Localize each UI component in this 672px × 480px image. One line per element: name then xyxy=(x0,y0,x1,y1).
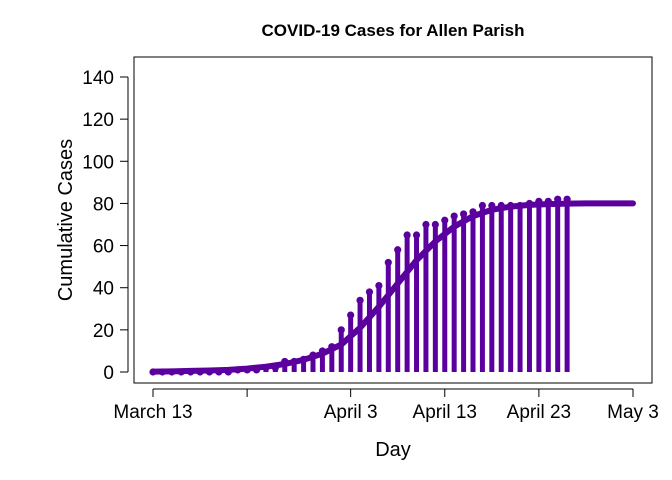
data-point xyxy=(431,220,439,229)
x-tick-label: April 3 xyxy=(324,402,378,423)
y-axis: 0 20 40 60 80 100 120 140 xyxy=(82,68,129,384)
chart-title: COVID-19 Cases for Allen Parish xyxy=(262,21,525,40)
data-point xyxy=(478,201,487,210)
fitted-curve xyxy=(150,200,636,375)
y-tick-label: 140 xyxy=(82,68,114,89)
x-axis: March 13 April 3 April 13 April 23 May 3 xyxy=(113,388,659,423)
y-tick-label: 40 xyxy=(93,279,114,300)
data-point xyxy=(459,210,468,218)
x-tick-label: May 3 xyxy=(607,402,659,423)
data-point xyxy=(394,246,402,254)
data-point xyxy=(337,326,345,334)
x-tick-label: April 13 xyxy=(413,402,477,423)
x-tick-label: March 13 xyxy=(113,402,192,423)
data-point xyxy=(403,231,411,239)
data-point xyxy=(356,296,364,304)
y-axis-label: Cumulative Cases xyxy=(55,139,77,301)
data-point xyxy=(347,311,355,319)
x-tick-label: April 23 xyxy=(507,402,571,423)
data-point xyxy=(441,216,449,224)
data-point xyxy=(365,288,374,296)
bar-lines xyxy=(235,199,570,372)
y-tick-label: 80 xyxy=(93,194,114,215)
y-tick-label: 0 xyxy=(103,363,114,384)
data-point xyxy=(375,282,383,290)
plot-frame xyxy=(133,56,653,384)
data-point xyxy=(450,212,458,220)
y-tick-label: 120 xyxy=(82,110,114,131)
data-point xyxy=(384,258,392,267)
y-tick-label: 60 xyxy=(93,237,114,258)
y-tick-label: 20 xyxy=(93,321,114,342)
y-tick-label: 100 xyxy=(82,152,114,173)
x-axis-label: Day xyxy=(375,439,411,461)
data-point xyxy=(412,231,421,239)
data-point xyxy=(422,220,430,229)
